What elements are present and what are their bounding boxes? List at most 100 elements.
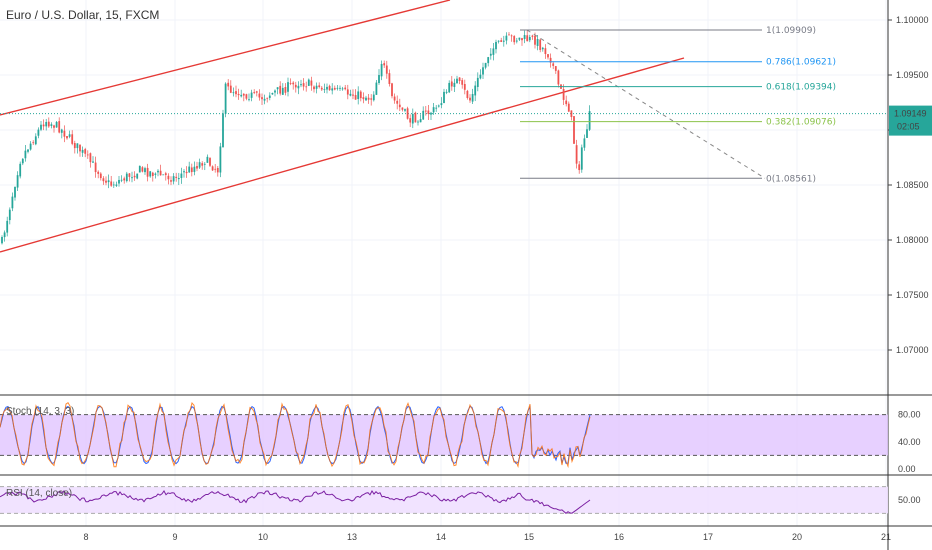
candle-body [567,103,570,112]
time-tick-label: 8 [83,532,88,542]
stoch-tick-label: 0.00 [898,464,916,474]
candle-body [29,143,32,150]
candle-body [370,98,373,100]
candle-body [263,98,266,101]
candle-body [318,85,321,87]
candle-body [302,83,305,87]
candle-body [492,48,495,55]
fib-level-label: 0.786(1.09621) [766,58,836,68]
candle-body [508,34,510,36]
price-axis[interactable]: 1.100001.095001.090001.085001.080001.075… [888,15,929,505]
candle-body [427,110,430,114]
candle-body [357,91,360,100]
candle-body [6,220,9,233]
fib-level-label: 0(1.08561) [766,174,816,184]
candle-body [203,163,206,165]
candle-body [453,82,456,87]
candle-body [279,85,282,94]
candle-body [406,108,409,119]
fibonacci-retracement[interactable]: 1(1.09909) 0.786(1.09621) 0.618(1.09394) 0.… [520,26,836,184]
candle-body [16,175,19,188]
stoch-tick-label: 40.00 [898,437,921,447]
candle-body [435,107,438,109]
candle-body [58,121,61,133]
candle-body [149,171,152,177]
candle-body [250,92,253,98]
trend-channel[interactable] [0,0,888,253]
candle-body [393,96,396,101]
candle-body [162,174,165,176]
candle-body [146,167,149,177]
candle-body [383,63,386,66]
candle-body [157,170,159,173]
candle-body [463,83,466,90]
time-tick-label: 14 [436,532,446,542]
stoch-d-line [0,401,591,469]
candle-body [573,116,575,144]
candle-body [289,83,292,85]
candle-body [185,171,188,174]
candle-body [367,97,370,100]
rsi-indicator-label[interactable]: RSI (14, close) [6,488,73,499]
candle-body [346,89,349,95]
candle-body [565,100,568,105]
candle-body [534,35,536,45]
candle-body [50,124,53,126]
candle-body [198,162,201,168]
candle-body [333,87,336,90]
candle-body [14,187,16,198]
candle-body [456,78,458,84]
candle-body [505,35,508,41]
candle-body [1,237,3,244]
candle-body [159,170,162,176]
candle-body [183,171,185,173]
candle-body [177,178,180,180]
fib-trend-line [526,29,766,179]
candle-body [27,149,29,152]
candle-body [336,87,339,89]
candle-body [253,92,256,93]
candle-body [552,63,555,66]
price-badge-value: 1.09149 [894,109,927,119]
candle-body [79,144,81,152]
price-tick-label: 1.07500 [896,290,929,300]
indicator-lines [0,401,591,514]
candle-body [89,153,92,163]
candle-body [37,129,40,136]
candle-body [313,86,315,90]
candle-body [227,82,230,87]
candle-body [34,136,37,145]
time-axis[interactable]: 8 9 10 13 14 15 16 17 20 21 [83,532,891,542]
candle-body [354,95,357,100]
candle-body [99,173,102,179]
candle-body [349,93,352,96]
candle-body [521,38,523,41]
candle-body [193,166,196,172]
candle-body [352,94,354,96]
candle-body [86,154,89,156]
candle-body [570,110,573,118]
candle-body [196,166,198,169]
candle-body [115,184,118,186]
candle-body [274,90,276,93]
candle-body [515,40,518,42]
candle-body [284,87,287,93]
candle-body [531,35,534,37]
candle-body [414,112,417,123]
candle-body [219,146,222,173]
candle-body [138,165,141,173]
candle-body [578,164,581,171]
candle-body [409,118,412,123]
candle-body [339,87,341,89]
candle-body [42,124,45,127]
candle-body [242,93,245,96]
stoch-indicator-label[interactable]: Stoch (14, 3, 3) [6,406,75,417]
time-tick-label: 16 [614,532,624,542]
candle-body [310,80,313,86]
candle-body [341,88,344,90]
candle-body [133,175,136,178]
candle-body [476,77,479,87]
candle-body [76,143,79,149]
